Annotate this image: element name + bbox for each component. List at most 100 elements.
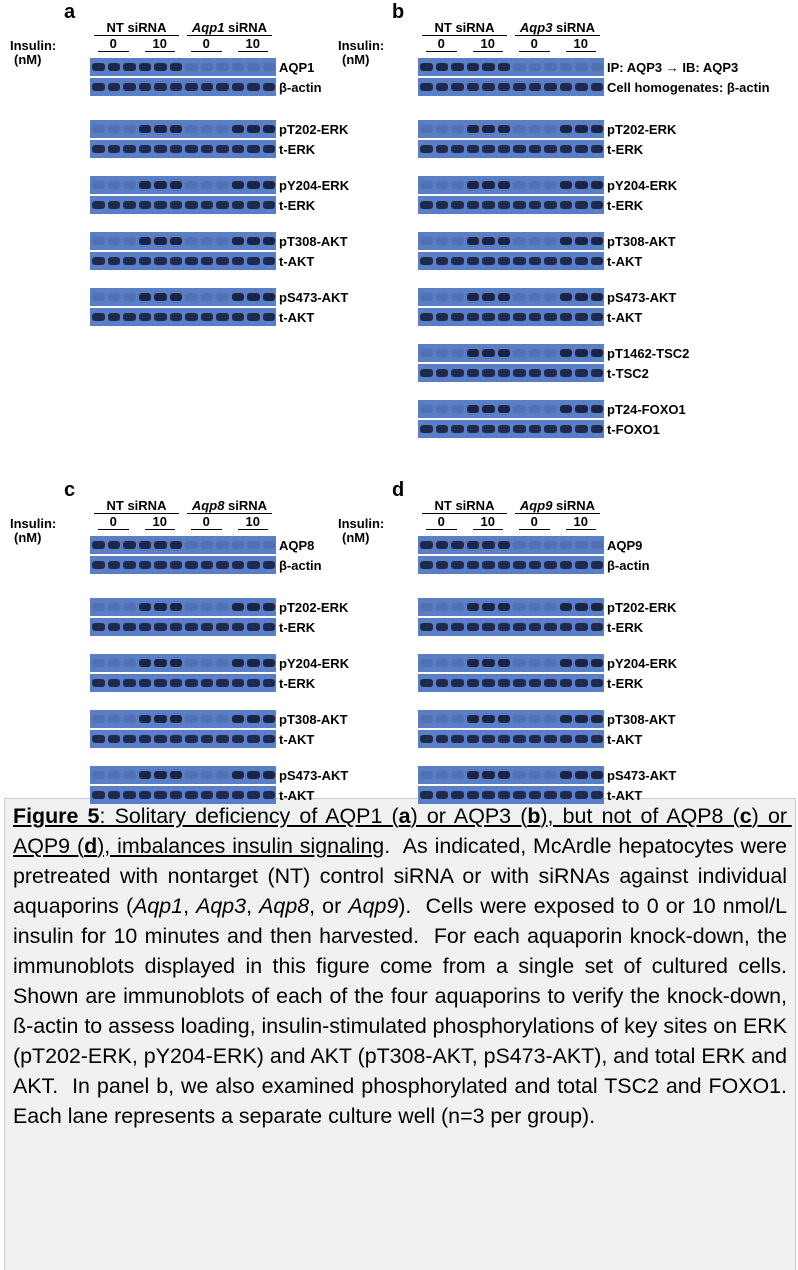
blot-band	[529, 679, 542, 687]
blot-band	[420, 63, 433, 71]
blot-band	[467, 257, 480, 265]
blot-band	[560, 623, 573, 631]
blot-band	[544, 623, 557, 631]
blot-band	[108, 659, 121, 667]
blot-band	[170, 83, 183, 91]
blot-band	[436, 659, 449, 667]
blot-band	[185, 541, 198, 549]
blot-band	[420, 771, 433, 779]
blot-band	[263, 63, 276, 71]
blot-band	[544, 237, 557, 245]
blot-band	[591, 83, 604, 91]
blot-band	[420, 405, 433, 413]
blot-label: AQP1	[279, 60, 314, 75]
blot-label: pT24-FOXO1	[607, 402, 686, 417]
blot-strip	[90, 786, 276, 804]
caption-text: ), imbalances insulin signaling	[97, 834, 384, 858]
blot-band	[185, 145, 198, 153]
blot-band	[216, 237, 229, 245]
blot-band	[420, 349, 433, 357]
blot-band	[482, 603, 495, 611]
blot-band	[232, 237, 245, 245]
blot-band	[591, 771, 604, 779]
blot-band	[544, 201, 557, 209]
blot-band	[247, 791, 260, 799]
blot-band	[482, 771, 495, 779]
blot-band	[591, 313, 604, 321]
blot-band	[498, 791, 511, 799]
blot-label: AQP8	[279, 538, 314, 553]
blot-band	[216, 603, 229, 611]
blot-band	[232, 561, 245, 569]
blot-label: β-actin	[607, 558, 650, 573]
blot-label: t-AKT	[607, 732, 642, 747]
blot-band	[560, 125, 573, 133]
blot-label: IP: AQP3 → IB: AQP3	[607, 60, 738, 75]
blot-band	[436, 541, 449, 549]
blot-band	[575, 771, 588, 779]
blot-band	[436, 405, 449, 413]
blot-band	[247, 603, 260, 611]
blot-strip	[90, 78, 276, 96]
blot-band	[154, 659, 167, 667]
blot-band	[436, 63, 449, 71]
blot-band	[513, 405, 526, 413]
blot-band	[154, 83, 167, 91]
blot-band	[482, 201, 495, 209]
blot-band	[154, 541, 167, 549]
blot-band	[513, 293, 526, 301]
blot-band	[451, 425, 464, 433]
caption-text: c	[740, 804, 752, 828]
blot-band	[139, 735, 152, 743]
blot-band	[467, 293, 480, 301]
blot-band	[92, 771, 105, 779]
blot-band	[247, 83, 260, 91]
blot-band	[247, 679, 260, 687]
blot-band	[529, 293, 542, 301]
blot-strip	[418, 176, 604, 194]
blot-band	[591, 405, 604, 413]
blot-band	[451, 293, 464, 301]
blot-band	[451, 125, 464, 133]
blot-band	[201, 603, 214, 611]
blot-band	[201, 293, 214, 301]
blot-band	[513, 63, 526, 71]
blot-band	[154, 257, 167, 265]
blot-band	[420, 623, 433, 631]
blot-band	[139, 791, 152, 799]
blot-strip	[90, 618, 276, 636]
blot-band	[575, 237, 588, 245]
blot-band	[139, 83, 152, 91]
dose-label: 10	[473, 514, 504, 530]
blot-band	[216, 145, 229, 153]
blot-band	[123, 659, 136, 667]
blot-band	[139, 145, 152, 153]
blot-band	[154, 181, 167, 189]
blot-label: β-actin	[279, 558, 322, 573]
blot-band	[170, 679, 183, 687]
blot-band	[544, 181, 557, 189]
blot-strip	[418, 400, 604, 418]
blot-band	[92, 791, 105, 799]
blot-band	[154, 201, 167, 209]
blot-band	[513, 791, 526, 799]
blot-band	[108, 145, 121, 153]
blot-band	[123, 293, 136, 301]
blot-band	[108, 257, 121, 265]
blot-band	[575, 201, 588, 209]
blot-band	[544, 791, 557, 799]
blot-band	[108, 293, 121, 301]
blot-band	[216, 679, 229, 687]
blot-band	[498, 313, 511, 321]
blot-band	[544, 659, 557, 667]
blot-strip	[418, 556, 604, 574]
blot-band	[247, 771, 260, 779]
blot-label: pT308-AKT	[607, 234, 676, 249]
blot-band	[482, 679, 495, 687]
blot-band	[232, 313, 245, 321]
blot-band	[420, 603, 433, 611]
blot-label: pY204-ERK	[607, 656, 677, 671]
unit-label: (nM)	[342, 530, 369, 545]
insulin-label: Insulin:	[10, 516, 56, 531]
insulin-label: Insulin:	[338, 38, 384, 53]
